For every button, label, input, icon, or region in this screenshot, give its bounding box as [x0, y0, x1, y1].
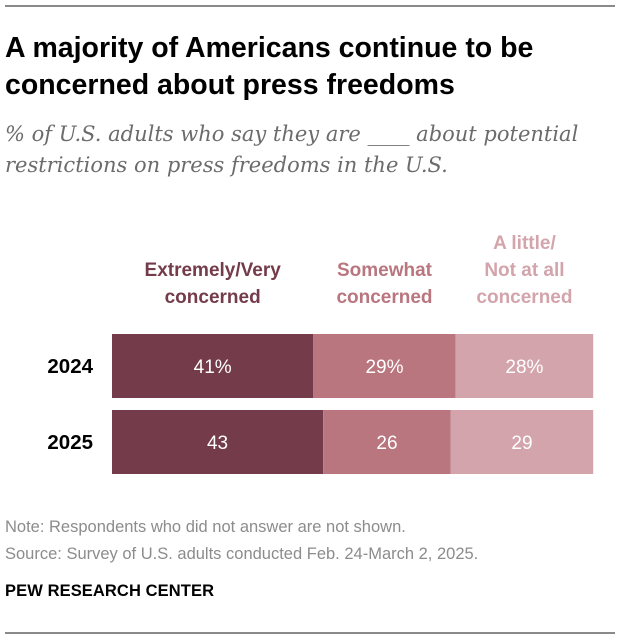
row-label-2024: 2024 [47, 355, 93, 378]
legend-extremely-very-concerned-line-2: concerned [165, 287, 261, 308]
pew-research-center-label: PEW RESEARCH CENTER [5, 582, 215, 600]
legend-extremely-very-concerned: Extremely/Very concerned [145, 260, 282, 308]
chart-title-line-1: A majority of Americans continue to be [5, 32, 534, 64]
row-label-2025: 2025 [47, 431, 93, 454]
footnotes: Note: Respondents who did not answer are… [5, 514, 613, 568]
bar-2024-somewhat-concerned-value-label: 29% [365, 357, 403, 378]
bar-2024-somewhat-concerned [313, 334, 456, 398]
chart-title-line-2: concerned about press freedoms [5, 69, 455, 101]
chart-subtitle-line-2: restrictions on press freedoms in the U.… [5, 153, 448, 177]
legend-a-little-not-at-all-concerned-line-1: A little/ [493, 233, 556, 254]
bar-2025-extremely-very-concerned-value-label: 43 [207, 433, 228, 454]
note-text: Note: Respondents who did not answer are… [5, 518, 406, 536]
legend-somewhat-concerned-line-2: concerned [336, 287, 432, 308]
legend-a-little-not-at-all-concerned: A little/Not at all concerned [476, 233, 572, 308]
legend-a-little-not-at-all-concerned-line-2: Not at all [484, 260, 564, 281]
legend-extremely-very-concerned-line-1: Extremely/Very [145, 260, 282, 281]
bar-2025-extremely-very-concerned [112, 410, 324, 474]
bar-2025-a-little-not-at-all-concerned-value-label: 29 [511, 433, 532, 454]
bar-2024-extremely-very-concerned [112, 334, 314, 398]
bar-rows: 2024 2025 41% 29% 28% 43 26 29 [47, 334, 594, 474]
bar-2025-somewhat-concerned-value-label: 26 [376, 433, 397, 454]
bar-2024-a-little-not-at-all-concerned [455, 334, 594, 398]
chart-title: A majority of Americans continue to be c… [5, 30, 613, 104]
legend-somewhat-concerned: Somewhat concerned [336, 260, 432, 308]
top-rule [5, 5, 615, 7]
legend: Extremely/Very concerned Somewhat concerned… [145, 233, 573, 308]
bar-2024-a-little-not-at-all-concerned-value-label: 28% [505, 357, 543, 378]
legend-a-little-not-at-all-concerned-line-3: concerned [476, 287, 572, 308]
source-text: Source: Survey of U.S. adults conducted … [5, 545, 479, 563]
bottom-rule [5, 632, 615, 634]
stacked-bar-chart: Extremely/Very concerned Somewhat concerned… [47, 233, 594, 474]
bar-2025-somewhat-concerned [323, 410, 451, 474]
chart-subtitle-line-1: % of U.S. adults who say they are ____ a… [5, 122, 579, 146]
bar-2024-extremely-very-concerned-value-label: 41% [194, 357, 232, 378]
bar-2025-a-little-not-at-all-concerned [450, 410, 594, 474]
chart-subtitle: % of U.S. adults who say they are ____ a… [5, 119, 613, 181]
legend-somewhat-concerned-line-1: Somewhat [337, 260, 433, 281]
